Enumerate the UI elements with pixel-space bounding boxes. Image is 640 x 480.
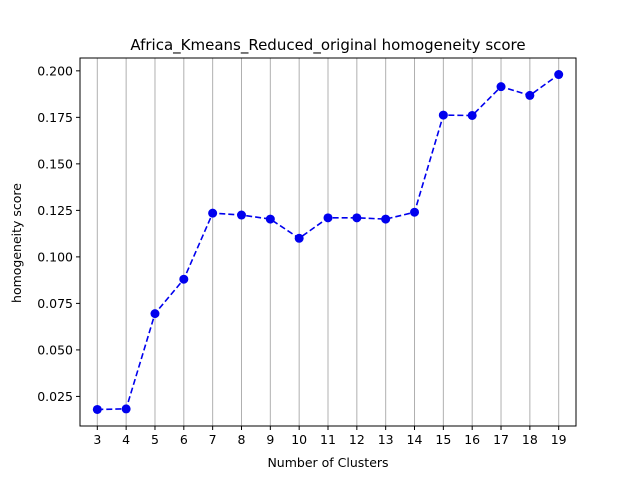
data-point xyxy=(496,82,506,92)
x-tick-label: 18 xyxy=(522,432,538,447)
y-tick-label: 0.025 xyxy=(37,389,73,404)
x-tick-label: 9 xyxy=(266,432,274,447)
data-point xyxy=(150,309,160,319)
x-tick-label: 4 xyxy=(122,432,130,447)
grid xyxy=(96,58,560,426)
y-tick-label: 0.075 xyxy=(37,296,73,311)
y-axis: 0.025 0.050 0.075 0.100 0.125 0.150 0.175 0.200 xyxy=(37,63,80,404)
data-point xyxy=(554,70,564,80)
y-tick-label: 0.150 xyxy=(37,156,73,171)
y-tick-label: 0.050 xyxy=(37,342,73,357)
y-tick-label: 0.200 xyxy=(37,63,73,78)
data-point xyxy=(381,214,391,224)
x-tick-label: 14 xyxy=(407,432,423,447)
data-point xyxy=(265,214,275,224)
x-tick-label: 13 xyxy=(378,432,394,447)
data-point xyxy=(438,110,448,120)
data-point xyxy=(467,110,477,120)
y-tick-label: 0.175 xyxy=(37,110,73,125)
data-points xyxy=(92,70,564,414)
y-tick-label: 0.125 xyxy=(37,203,73,218)
x-axis-label: Number of Clusters xyxy=(267,455,388,470)
x-tick-label: 8 xyxy=(238,432,246,447)
y-axis-label: homogeneity score xyxy=(9,183,24,303)
plot-frame xyxy=(79,57,577,427)
data-point xyxy=(323,213,333,223)
x-tick-label: 6 xyxy=(180,432,188,447)
x-tick-label: 12 xyxy=(349,432,365,447)
x-tick-label: 3 xyxy=(93,432,101,447)
data-point xyxy=(208,208,218,218)
x-tick-label: 11 xyxy=(320,432,336,447)
data-point xyxy=(121,404,131,414)
x-tick-label: 5 xyxy=(151,432,159,447)
data-point xyxy=(525,90,535,100)
data-point xyxy=(92,404,102,414)
data-point xyxy=(236,210,246,220)
x-axis: 3 4 5 6 7 8 9 10 11 12 13 14 15 16 17 18 19 xyxy=(93,426,567,447)
data-point xyxy=(179,274,189,284)
x-tick-label: 10 xyxy=(291,432,307,447)
x-tick-label: 7 xyxy=(209,432,217,447)
y-tick-label: 0.100 xyxy=(37,249,73,264)
data-point xyxy=(410,207,420,217)
x-tick-label: 19 xyxy=(551,432,567,447)
x-tick-label: 16 xyxy=(464,432,480,447)
data-point xyxy=(352,213,362,223)
x-tick-label: 15 xyxy=(435,432,451,447)
data-point xyxy=(294,233,304,243)
chart-title: Africa_Kmeans_Reduced_original homogenei… xyxy=(130,36,525,55)
x-tick-label: 17 xyxy=(493,432,509,447)
